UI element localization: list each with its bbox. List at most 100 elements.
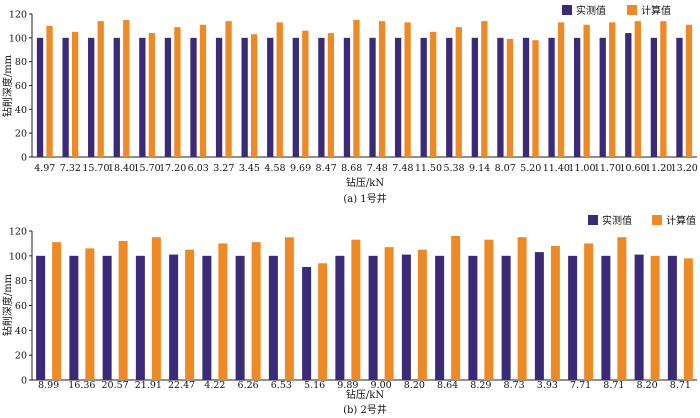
- bar-calculated: [46, 25, 53, 157]
- bar-calculated: [199, 24, 207, 157]
- bar-measured: [302, 267, 312, 380]
- x-tick-label: 8.64: [437, 380, 458, 391]
- x-tick-label: 4.58: [264, 163, 285, 174]
- x-tick-label: 17.20: [159, 163, 186, 174]
- x-tick-label: 8.68: [341, 163, 362, 174]
- bar-calculated: [481, 21, 488, 158]
- legend-label-calculated: 计算值: [641, 4, 671, 17]
- bar-calculated: [650, 255, 660, 380]
- bar-calculated: [417, 249, 427, 380]
- x-tick-label: 8.71: [603, 380, 624, 391]
- bar-calculated: [118, 240, 128, 380]
- bars: [36, 235, 693, 380]
- bar-measured: [113, 37, 120, 158]
- y-ticks: 0 20 40 60 80 100 120: [9, 10, 32, 164]
- y-tick-label: 120: [9, 227, 27, 238]
- y-tick-label: 120: [9, 10, 27, 21]
- bar-calculated: [685, 24, 693, 157]
- bar-calculated: [185, 249, 195, 380]
- x-tick-label: 16.36: [68, 380, 95, 391]
- bar-calculated: [683, 258, 693, 380]
- x-tick-label: 7.71: [570, 380, 591, 391]
- bar-measured: [534, 252, 544, 380]
- x-tick-label: 22.47: [168, 380, 195, 391]
- legend-label-measured: 实测值: [576, 4, 606, 17]
- x-tick-label: 11.70: [594, 163, 621, 174]
- bar-calculated: [174, 27, 181, 157]
- x-tick-labels: 8.99 16.36 20.57 21.91 22.47 4.22 6.26 6.53 5.16…: [38, 380, 691, 391]
- bar-measured: [335, 255, 345, 380]
- bar-calculated: [557, 22, 565, 157]
- x-tick-label: 9.89: [337, 380, 358, 391]
- bar-calculated: [404, 22, 411, 157]
- legend-label-measured: 实测值: [602, 214, 632, 227]
- bar-measured: [343, 37, 351, 158]
- x-tick-label: 9.00: [371, 380, 392, 391]
- bar-measured: [574, 37, 581, 158]
- bar-measured: [88, 37, 95, 158]
- x-tick-label: 8.20: [404, 380, 425, 391]
- bar-calculated: [532, 40, 539, 157]
- y-axis-title: 钻削深度/mm: [1, 273, 14, 336]
- x-tick-label: 6.26: [238, 380, 259, 391]
- bar-calculated: [251, 34, 258, 158]
- bar-calculated: [451, 235, 461, 380]
- bar-measured: [241, 37, 248, 158]
- bar-calculated: [617, 237, 627, 380]
- x-tick-label: 4.22: [204, 380, 225, 391]
- bar-measured: [62, 37, 69, 158]
- x-tick-label: 3.27: [213, 163, 234, 174]
- bar-measured: [36, 37, 44, 158]
- bar-measured: [667, 255, 677, 380]
- bar-measured: [625, 33, 632, 157]
- x-tick-label: 18.40: [108, 163, 135, 174]
- bar-calculated: [151, 237, 161, 380]
- bars: [36, 19, 693, 158]
- y-axis-title: 钻削深度/mm: [1, 54, 14, 117]
- legend-well-1: 实测值 计算值: [562, 4, 671, 17]
- x-tick-label: 5.16: [304, 380, 325, 391]
- y-tick-label: 20: [15, 351, 27, 362]
- bar-calculated: [327, 33, 335, 157]
- bar-calculated: [148, 33, 155, 157]
- bar-calculated: [318, 263, 328, 380]
- bar-calculated: [284, 237, 294, 380]
- x-tick-label: 3.93: [537, 380, 558, 391]
- bar-calculated: [455, 27, 462, 157]
- bar-calculated: [484, 239, 494, 380]
- bar-measured: [202, 255, 212, 380]
- x-tick-label: 5.20: [520, 163, 541, 174]
- bar-measured: [676, 37, 683, 158]
- y-tick-label: 80: [15, 276, 27, 287]
- x-tick-label: 10.60: [619, 163, 646, 174]
- bar-calculated: [218, 243, 228, 380]
- y-tick-label: 80: [15, 57, 27, 68]
- x-tick-label: 7.32: [60, 163, 81, 174]
- bar-measured: [446, 37, 453, 158]
- x-tick-label: 8.71: [670, 380, 691, 391]
- bar-calculated: [609, 22, 616, 157]
- bar-measured: [102, 255, 112, 380]
- x-axis-title: 钻压/kN: [346, 176, 384, 189]
- bar-measured: [36, 255, 46, 380]
- y-tick-label: 20: [15, 129, 27, 140]
- bar-measured: [568, 255, 578, 380]
- bar-calculated: [353, 19, 360, 158]
- bar-calculated: [378, 21, 386, 158]
- bar-calculated: [660, 21, 667, 158]
- x-tick-label: 3.45: [239, 163, 260, 174]
- y-tick-label: 0: [21, 376, 27, 387]
- legend-swatch-measured: [588, 215, 598, 225]
- y-tick-label: 60: [15, 81, 27, 92]
- bar-measured: [164, 37, 172, 158]
- x-tick-label: 8.73: [504, 380, 525, 391]
- bar-measured: [267, 37, 274, 158]
- y-tick-label: 0: [21, 153, 27, 164]
- bar-calculated: [52, 242, 62, 380]
- bar-measured: [394, 37, 402, 158]
- bar-measured: [139, 37, 146, 158]
- bar-measured: [235, 255, 245, 380]
- chart-caption: (a) 1号井: [343, 192, 386, 205]
- bar-measured: [599, 37, 606, 158]
